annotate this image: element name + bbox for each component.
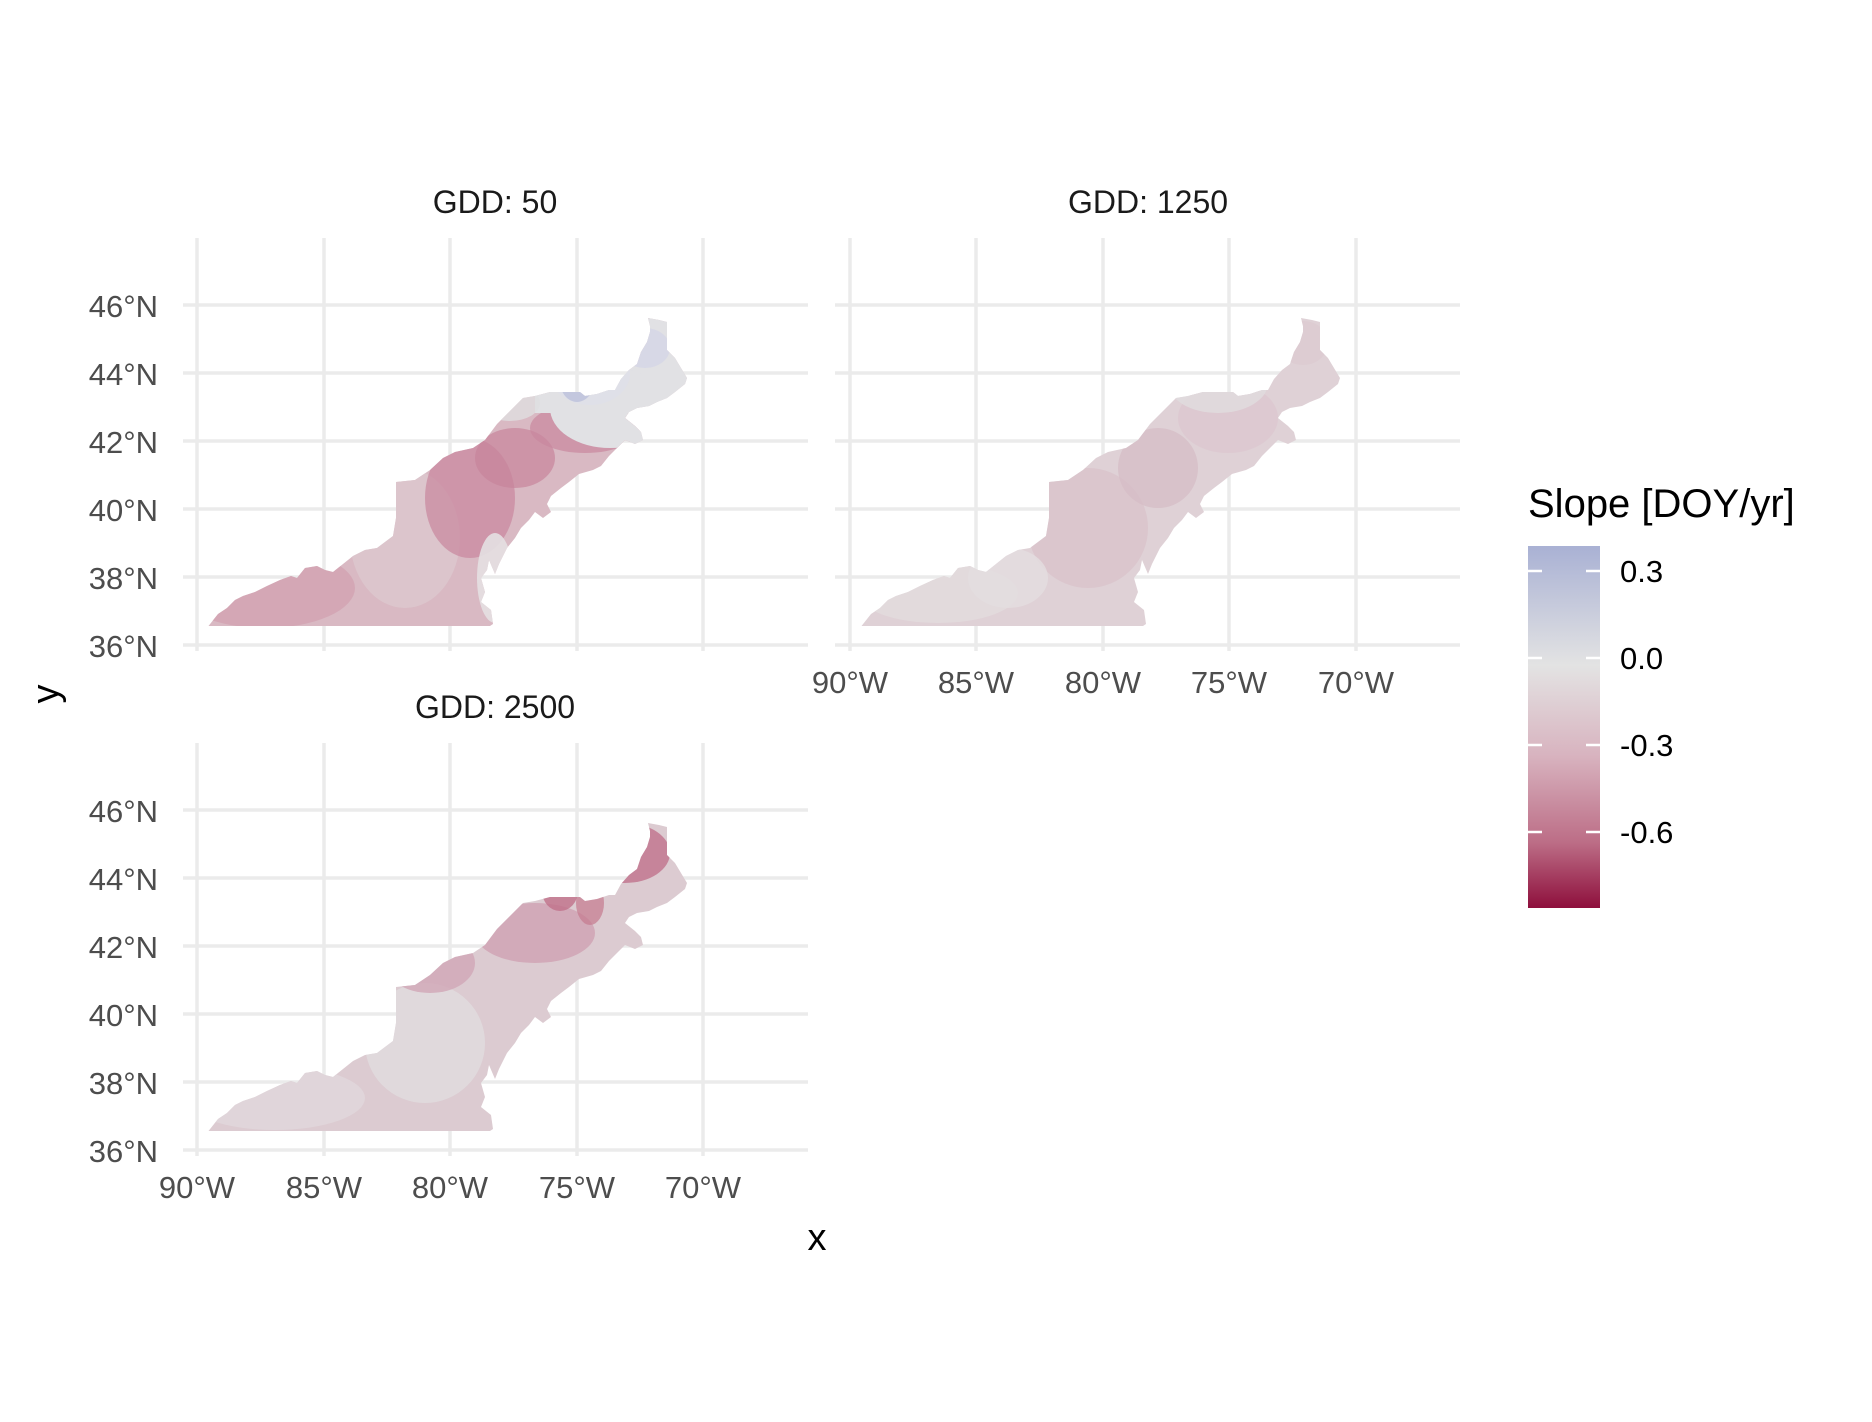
panel-title-gdd1250: GDD: 1250 [1068,184,1228,220]
panel-title-gdd2500: GDD: 2500 [415,689,575,725]
x-ticks-gdd1250: 90°W 85°W 80°W 75°W 70°W [812,665,1395,700]
x-tick-label: 90°W [812,665,889,700]
x-tick-label: 85°W [286,1170,363,1205]
legend-label: 0.0 [1620,641,1663,676]
x-tick-label: 75°W [539,1170,616,1205]
x-tick-label: 90°W [159,1170,236,1205]
x-tick-label: 80°W [412,1170,489,1205]
legend-colorbar [1528,546,1600,908]
y-tick-label: 38°N [89,1066,158,1101]
map-gdd50 [208,318,687,626]
legend-ticks [1528,569,1600,834]
panel-gdd2500: GDD: 2500 [89,689,808,1205]
y-tick-label: 46°N [89,289,158,324]
x-tick-label: 70°W [665,1170,742,1205]
x-tick-label: 85°W [938,665,1015,700]
y-tick-label: 36°N [89,629,158,664]
x-tick-label: 75°W [1191,665,1268,700]
y-tick-label: 36°N [89,1134,158,1169]
gridlines-gdd2500 [183,743,808,1156]
panel-title-gdd50: GDD: 50 [433,184,557,220]
legend-label: -0.6 [1620,815,1673,850]
y-ticks-gdd50: 36°N 38°N 40°N 42°N 44°N 46°N [89,289,158,664]
panel-gdd50: GDD: 50 [89,184,808,664]
x-axis-title: x [808,1217,827,1259]
y-tick-label: 46°N [89,794,158,829]
y-tick-label: 44°N [89,357,158,392]
legend-title: Slope [DOY/yr] [1528,482,1795,526]
x-tick-label: 80°W [1065,665,1142,700]
x-ticks-gdd2500: 90°W 85°W 80°W 75°W 70°W [159,1170,742,1205]
y-tick-label: 40°N [89,493,158,528]
map-gdd2500 [208,823,687,1131]
legend-label: -0.3 [1620,728,1673,763]
y-tick-label: 38°N [89,561,158,596]
panel-gdd1250: GDD: 1250 [812,184,1460,700]
map-gdd1250 [861,318,1340,626]
gridlines-gdd50 [183,238,808,651]
y-axis-title: y [25,685,67,704]
y-tick-label: 42°N [89,425,158,460]
y-tick-label: 44°N [89,862,158,897]
x-tick-label: 70°W [1318,665,1395,700]
y-tick-label: 40°N [89,998,158,1033]
y-ticks-gdd2500: 36°N 38°N 40°N 42°N 44°N 46°N [89,794,158,1169]
legend: Slope [DOY/yr] 0.3 0.0 -0.3 -0.6 [1528,482,1795,908]
y-tick-label: 42°N [89,930,158,965]
legend-label: 0.3 [1620,554,1663,589]
